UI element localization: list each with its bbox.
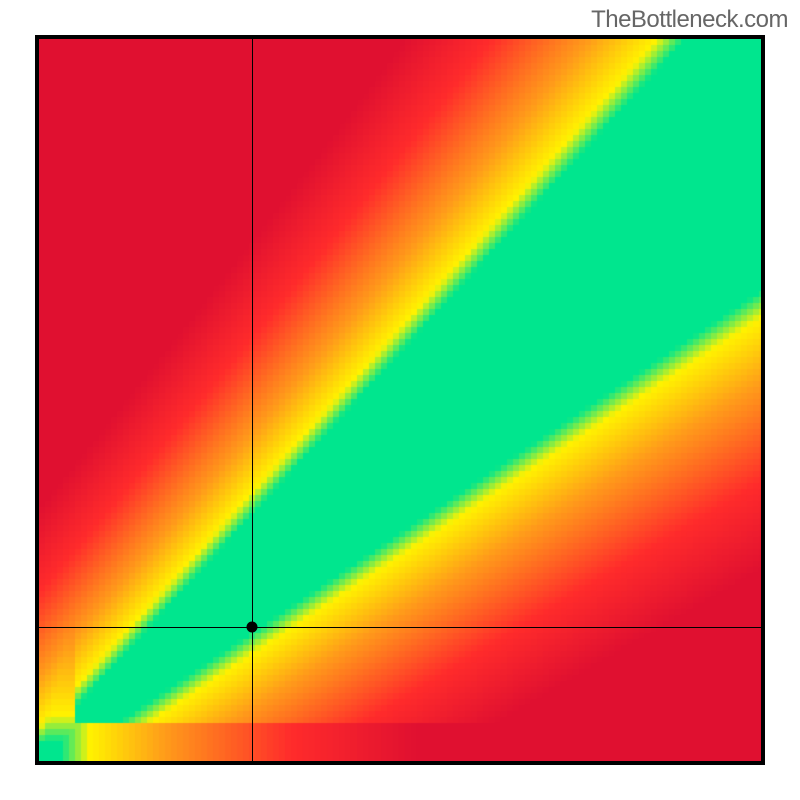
marker-point [246, 622, 257, 633]
heatmap-plot [35, 35, 765, 765]
attribution-text: TheBottleneck.com [591, 6, 788, 34]
chart-container: TheBottleneck.com [0, 0, 800, 800]
crosshair-horizontal [39, 627, 761, 628]
crosshair-vertical [252, 39, 253, 761]
heatmap-canvas [39, 39, 761, 761]
